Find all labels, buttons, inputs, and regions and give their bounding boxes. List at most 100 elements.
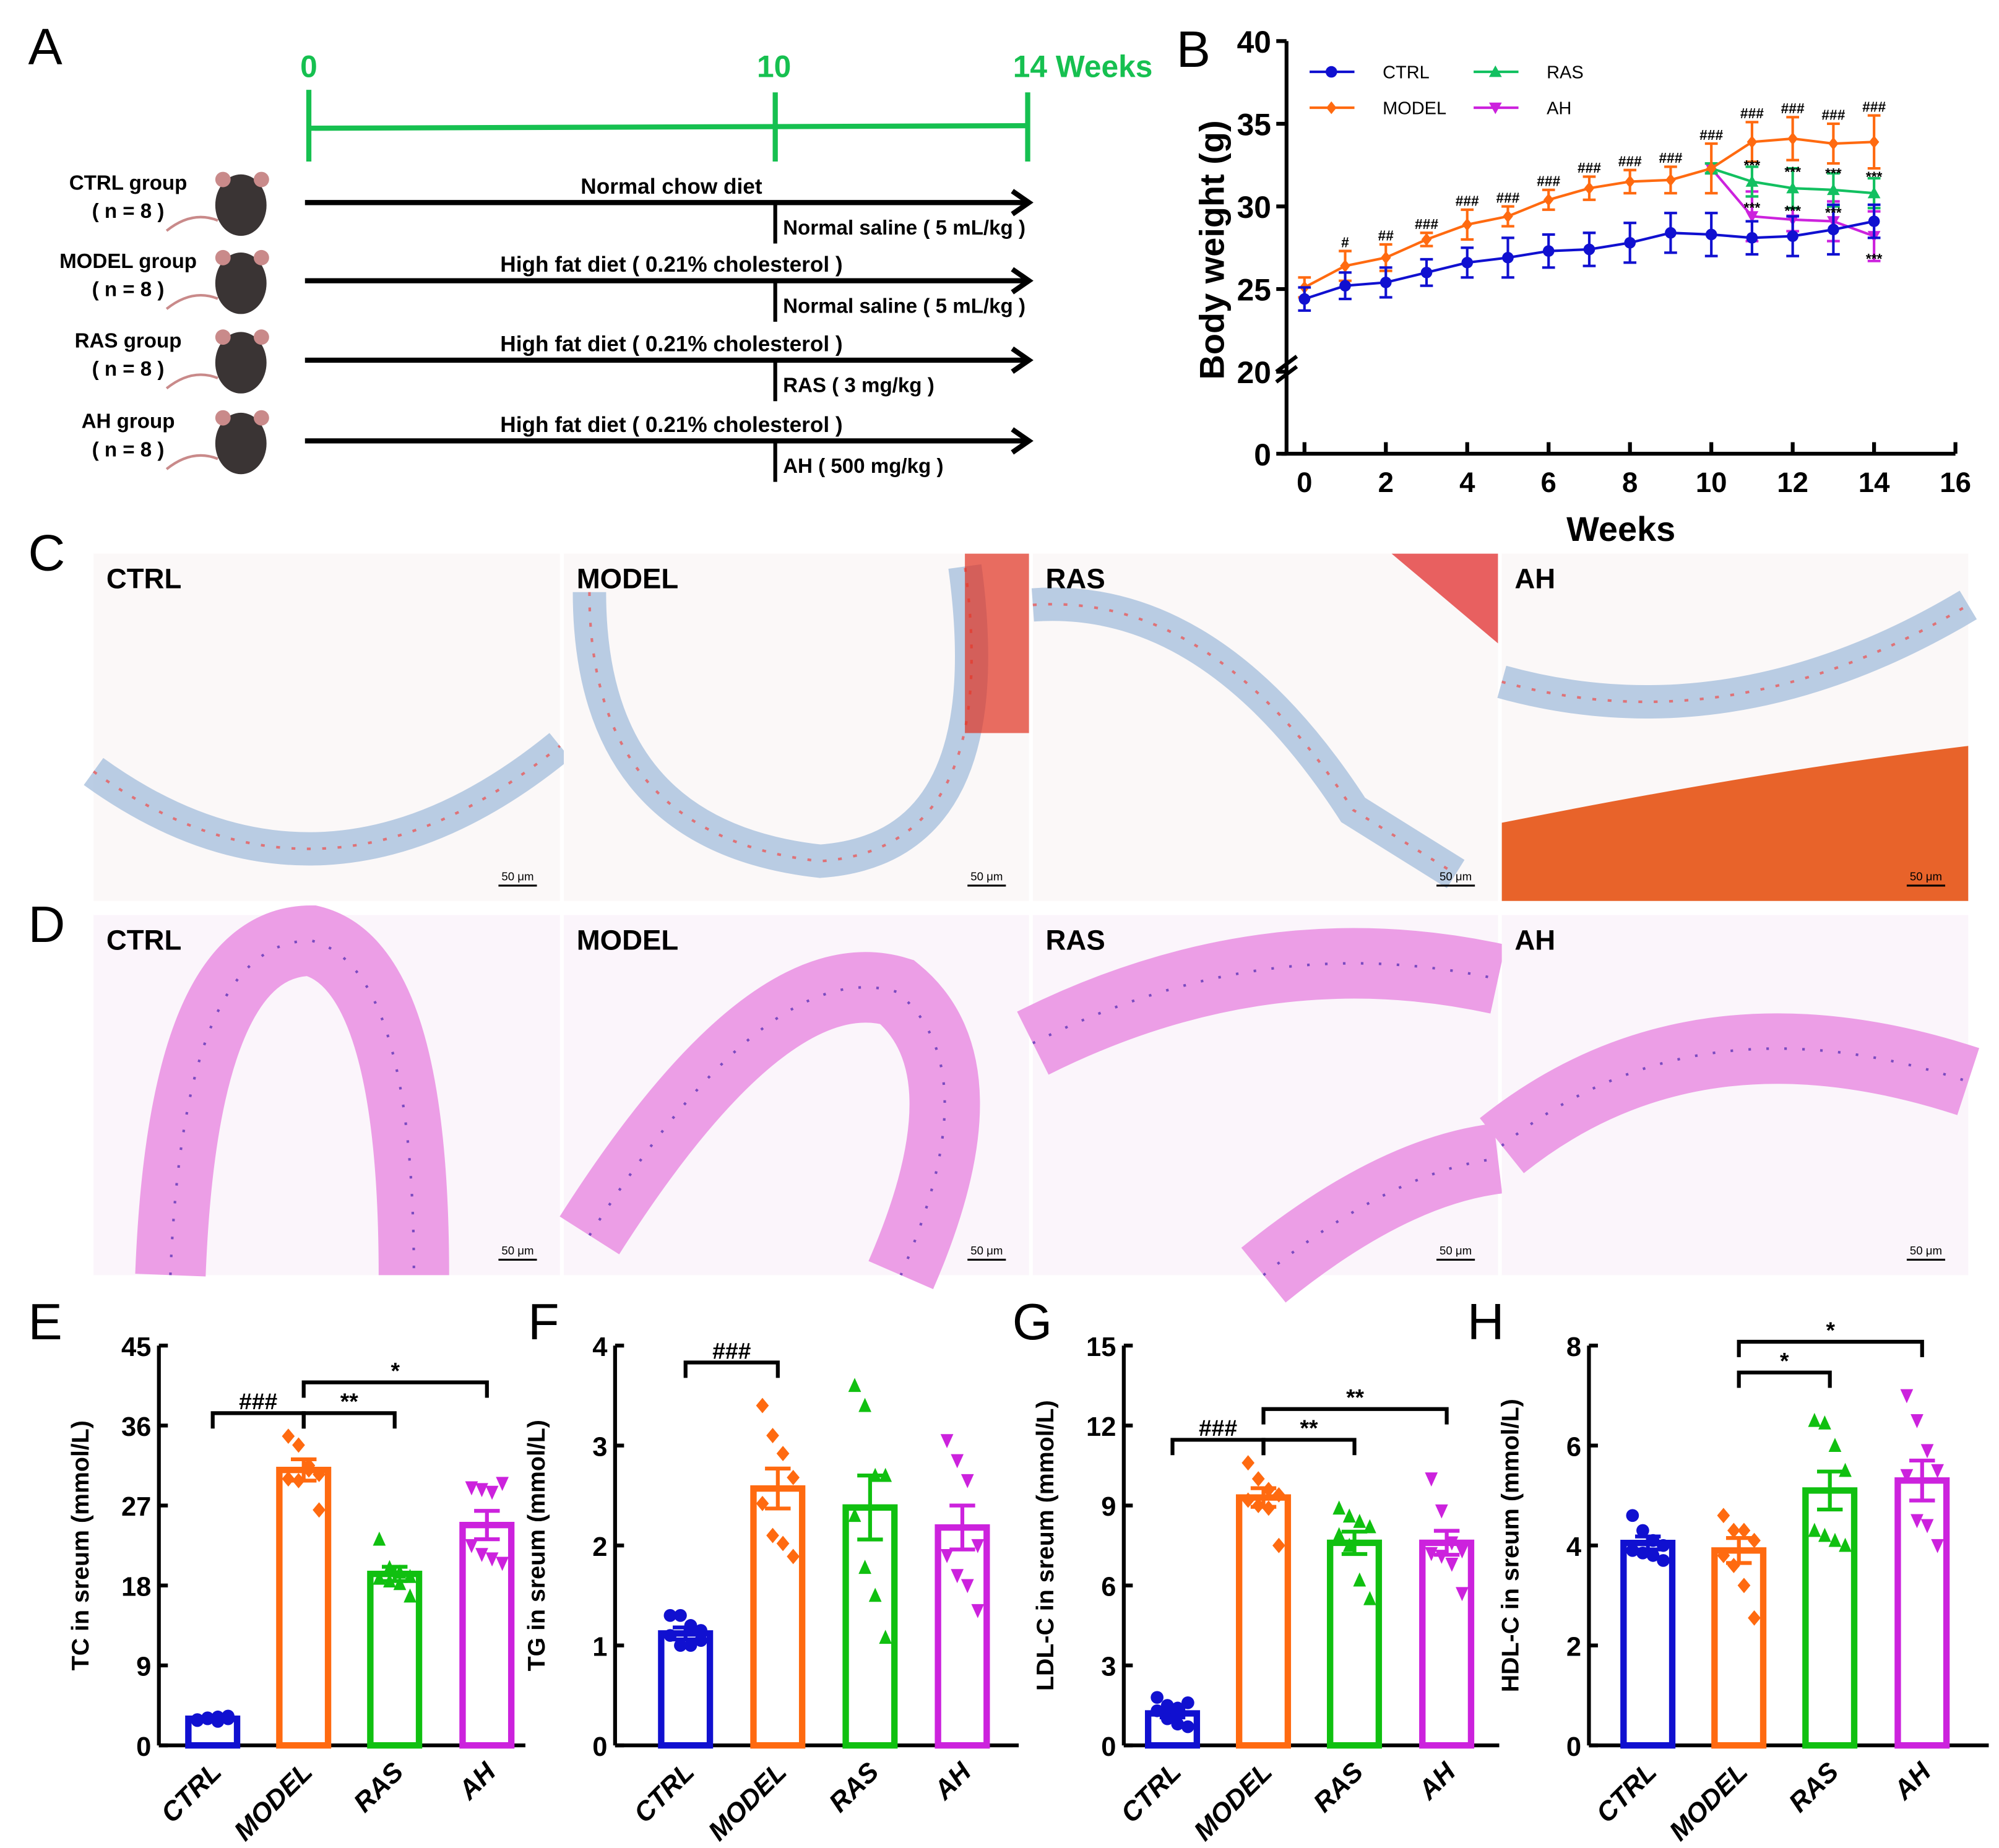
data-point (879, 1630, 892, 1644)
mouse-body (215, 253, 267, 314)
significance-label: ** (1300, 1415, 1318, 1441)
mouse-ear (253, 249, 269, 266)
nuclei (1501, 1047, 1969, 1147)
y-tick-label: 12 (1086, 1412, 1116, 1442)
data-point (1445, 1536, 1459, 1551)
significance-label: ### (239, 1388, 277, 1414)
data-point (1326, 101, 1337, 114)
bar-ah (1894, 1389, 1950, 1749)
data-point (1839, 1462, 1852, 1477)
he-stain-image-model: MODEL 50 μm (559, 915, 1029, 1290)
data-point (848, 1508, 861, 1522)
bar-ctrl (1145, 1691, 1201, 1749)
data-point (1456, 1544, 1469, 1559)
bar-ctrl (658, 1608, 714, 1749)
mouse-tail (165, 215, 218, 232)
data-point (694, 1634, 707, 1647)
data-point (393, 1564, 407, 1579)
data-point (1748, 1610, 1761, 1626)
data-point (1181, 1720, 1194, 1734)
data-point (1503, 210, 1513, 223)
data-point (1626, 1509, 1639, 1522)
data-point (848, 1378, 861, 1392)
y-tick-label: 1 (592, 1632, 607, 1662)
data-point (1462, 218, 1473, 231)
image-label: CTRL (106, 563, 181, 595)
bar (842, 1504, 898, 1749)
data-point (1867, 186, 1881, 199)
mouse-icon (165, 171, 269, 236)
x-axis-label: Weeks (1566, 509, 1675, 548)
data-point (282, 1428, 295, 1444)
data-point (1727, 1558, 1740, 1573)
data-point (1868, 135, 1880, 149)
diet-label: High fat diet ( 0.21% cholesterol ) (500, 413, 842, 437)
data-point (787, 1548, 800, 1565)
legend-label: MODEL (1383, 98, 1446, 118)
data-point (1737, 1522, 1751, 1539)
image-label: MODEL (577, 924, 678, 956)
significance-label: ### (1618, 153, 1642, 170)
data-point (1421, 233, 1432, 246)
data-point (756, 1495, 769, 1511)
panel-letter-g: G (1012, 1293, 1052, 1350)
bar-chart-e: 0 9 18 27 36 45 TC in sreum (mmol/L) CTRL MODEL R… (67, 1332, 525, 1847)
image-label: MODEL (577, 563, 678, 595)
y-tick-label: 3 (592, 1432, 607, 1462)
x-tick-label: AH (452, 1756, 502, 1806)
significance-label: # (1341, 234, 1349, 250)
data-point (1181, 1696, 1194, 1709)
data-point (858, 1560, 871, 1574)
bar-ah (935, 1434, 990, 1749)
x-tick-label: 2 (1378, 467, 1394, 498)
y-tick-label: 25 (1237, 273, 1271, 308)
group-n: ( n = 8 ) (92, 200, 165, 223)
y-axis-label: TC in sreum (mmol/L) (67, 1420, 94, 1670)
data-point (940, 1548, 954, 1563)
significance-label: *** (1825, 204, 1842, 220)
data-point (292, 1472, 305, 1488)
y-tick-label: 0 (136, 1732, 151, 1762)
group-name: MODEL group (59, 250, 197, 273)
diet-label: Normal chow diet (581, 175, 762, 199)
data-point (475, 1483, 488, 1498)
diet-label: High fat diet ( 0.21% cholesterol ) (500, 253, 842, 277)
data-point (684, 1619, 697, 1632)
data-point (1435, 1550, 1448, 1564)
nuclei (1032, 962, 1498, 1276)
x-tick-label: 0 (1297, 467, 1312, 498)
significance-bracket (1261, 1407, 1449, 1425)
data-point (971, 1604, 985, 1618)
data-point (1920, 1444, 1934, 1459)
x-tick-label: 4 (1459, 467, 1475, 498)
data-point (1808, 1522, 1821, 1537)
image-label: RAS (1046, 924, 1105, 956)
y-tick-label: 0 (1566, 1732, 1581, 1762)
significance-label: *** (1784, 163, 1801, 179)
data-point (191, 1713, 204, 1726)
mouse-icon (165, 329, 269, 394)
data-point (961, 1474, 974, 1488)
y-axis-label: LDL-C in sreum (mmol/L) (1032, 1400, 1059, 1691)
arrow-head (1011, 346, 1034, 374)
data-point (1160, 1712, 1174, 1725)
data-point (756, 1397, 769, 1414)
significance-label: *** (1866, 169, 1883, 185)
adipose-tissue (1501, 746, 1969, 901)
x-tick-label: MODEL (228, 1757, 318, 1847)
y-tick-label: 45 (121, 1332, 151, 1362)
mouse-icon (165, 410, 269, 475)
significance-bracket (301, 1380, 489, 1398)
data-point (292, 1437, 305, 1453)
significance-label: ### (1862, 98, 1886, 114)
data-point (1900, 1389, 1914, 1404)
significance-label: ** (340, 1388, 358, 1414)
group-name: AH group (82, 410, 175, 433)
image-label: AH (1514, 563, 1555, 595)
significance-label: ### (1456, 193, 1479, 209)
lipid-plaque (965, 553, 1029, 733)
panel-letter-d: D (28, 896, 66, 953)
study-design-panel: 0 10 14 Weeks CTRL group ( n = 8 ) Normal … (59, 49, 1152, 482)
data-point (1425, 1547, 1438, 1561)
data-point (1808, 1412, 1821, 1427)
